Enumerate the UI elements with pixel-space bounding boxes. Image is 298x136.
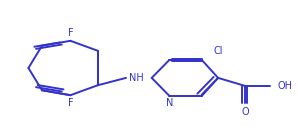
Text: F: F	[68, 98, 73, 108]
Text: NH: NH	[129, 73, 144, 83]
Text: N: N	[166, 98, 173, 108]
Text: F: F	[68, 28, 73, 38]
Text: O: O	[241, 107, 249, 117]
Text: OH: OH	[278, 81, 293, 91]
Text: Cl: Cl	[213, 46, 223, 56]
